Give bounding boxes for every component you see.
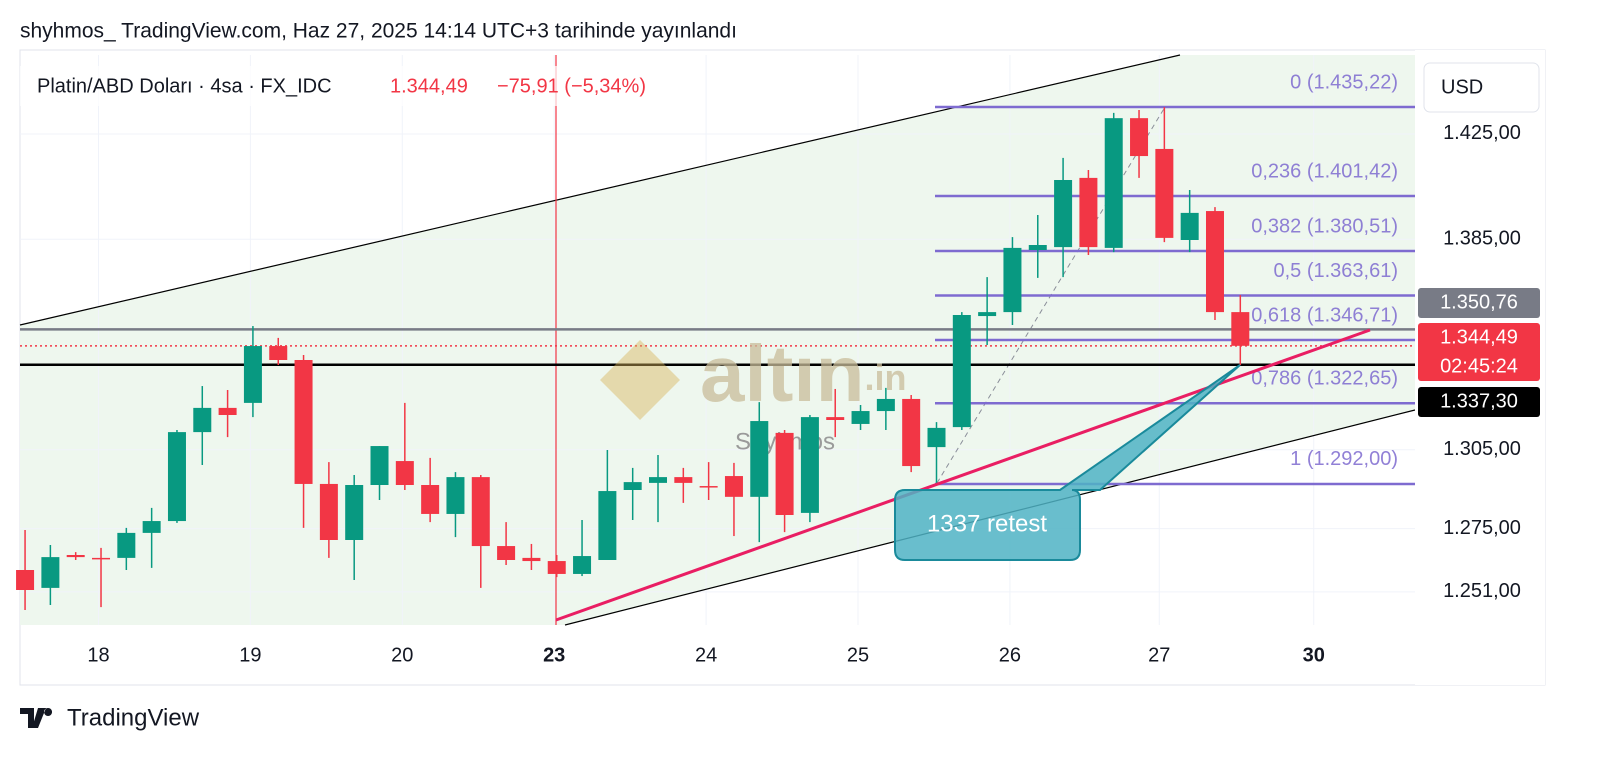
fib-label: 0,5 (1.363,61) — [1273, 260, 1398, 282]
candle-body — [1028, 245, 1047, 250]
candle-body — [117, 532, 136, 558]
countdown: 02:45:24 — [1440, 355, 1518, 377]
x-tick-label: 23 — [543, 644, 565, 666]
candle-body — [66, 555, 85, 558]
candle-body — [1079, 177, 1098, 248]
candle-body — [193, 407, 212, 433]
candle-body — [167, 432, 186, 522]
x-tick-label: 27 — [1148, 644, 1170, 666]
price-tag — [1418, 387, 1540, 417]
candle-body — [1231, 312, 1250, 346]
x-tick-label: 26 — [999, 644, 1021, 666]
fib-label: 0,618 (1.346,71) — [1251, 304, 1398, 326]
candle-body — [522, 557, 541, 562]
candle-body — [876, 398, 895, 412]
candle-body — [724, 476, 743, 497]
callout-text: 1337 retest — [927, 510, 1047, 537]
published-line: shyhmos_ TradingView.com, Haz 27, 2025 1… — [20, 20, 737, 43]
candle-body — [471, 477, 490, 547]
candle-body — [800, 417, 819, 513]
candle-body — [16, 570, 35, 590]
candle-body — [699, 486, 718, 488]
candle-body — [446, 477, 465, 514]
currency-box — [1423, 62, 1540, 113]
price-tag-label: 1.344,49 — [1440, 326, 1518, 348]
candle-body — [1155, 148, 1174, 238]
candle-body — [1104, 118, 1123, 248]
candle-body — [674, 477, 693, 483]
candle-body — [41, 557, 60, 588]
watermark-logo — [600, 340, 680, 420]
x-tick-label: 25 — [847, 644, 869, 666]
candle-body — [547, 561, 566, 574]
candle-body — [1180, 212, 1199, 240]
fib-label: 0,786 (1.322,65) — [1251, 368, 1398, 390]
candle-body — [395, 461, 414, 485]
candle-body — [218, 407, 237, 415]
x-tick-label: 19 — [239, 644, 261, 666]
candle-body — [142, 521, 161, 533]
y-tick-label: 1.305,00 — [1443, 438, 1521, 460]
candle-body — [243, 346, 262, 403]
candle-body — [294, 360, 313, 484]
candle-body — [649, 477, 668, 483]
candle-body — [269, 346, 288, 360]
candle-body — [978, 312, 997, 317]
watermark-brand: altın.in — [700, 329, 906, 418]
legend-bg — [20, 66, 680, 106]
y-tick-label: 1.275,00 — [1443, 517, 1521, 539]
price-tag-label: 1.337,30 — [1440, 390, 1518, 412]
y-tick-label: 1.425,00 — [1443, 122, 1521, 144]
x-tick-label: 24 — [695, 644, 717, 666]
price-tag-label: 1.350,76 — [1440, 291, 1518, 313]
price-tag — [1418, 288, 1540, 318]
candle-body — [92, 557, 111, 560]
candle-body — [370, 446, 389, 485]
fib-label: 0,236 (1.401,42) — [1251, 160, 1398, 182]
price-change: −75,91 (−5,34%) — [497, 75, 646, 97]
trendline — [555, 328, 1371, 622]
candle-body — [1130, 118, 1149, 157]
price-tag — [1418, 323, 1540, 381]
y-tick-label: 1.385,00 — [1443, 227, 1521, 249]
x-tick-label: 20 — [391, 644, 413, 666]
footer-brand: TradingView — [67, 704, 200, 731]
candle-body — [826, 417, 845, 420]
channel-upper — [19, 54, 1181, 326]
footer-logo — [20, 708, 53, 728]
candle-body — [345, 485, 364, 540]
currency: USD — [1441, 76, 1483, 98]
candle-body — [952, 315, 971, 428]
x-tick-label: 30 — [1303, 644, 1325, 666]
candle-body — [927, 427, 946, 448]
candle-body — [1054, 180, 1073, 248]
candle-body — [623, 482, 642, 490]
callout — [894, 364, 1241, 561]
symbol: Platin/ABD Doları · 4sa · FX_IDC — [37, 75, 332, 97]
candle-body — [851, 411, 870, 424]
candle-body — [1205, 211, 1224, 313]
x-tick-label: 18 — [87, 644, 109, 666]
candle-body — [902, 398, 921, 467]
candle-body — [598, 491, 617, 560]
last-price: 1.344,49 — [390, 75, 468, 97]
candle-body — [750, 421, 769, 497]
candle-body — [319, 483, 338, 540]
fib-label: 0,382 (1.380,51) — [1251, 215, 1398, 237]
fib-label: 1 (1.292,00) — [1290, 448, 1398, 470]
y-tick-label: 1.251,00 — [1443, 580, 1521, 602]
candle-body — [573, 556, 592, 574]
candle-body — [497, 546, 516, 560]
fib-label: 0 (1.435,22) — [1290, 71, 1398, 93]
candle-body — [1003, 247, 1022, 313]
candle-body — [421, 485, 440, 514]
logo-mark — [20, 708, 53, 728]
candle-body — [775, 432, 794, 515]
